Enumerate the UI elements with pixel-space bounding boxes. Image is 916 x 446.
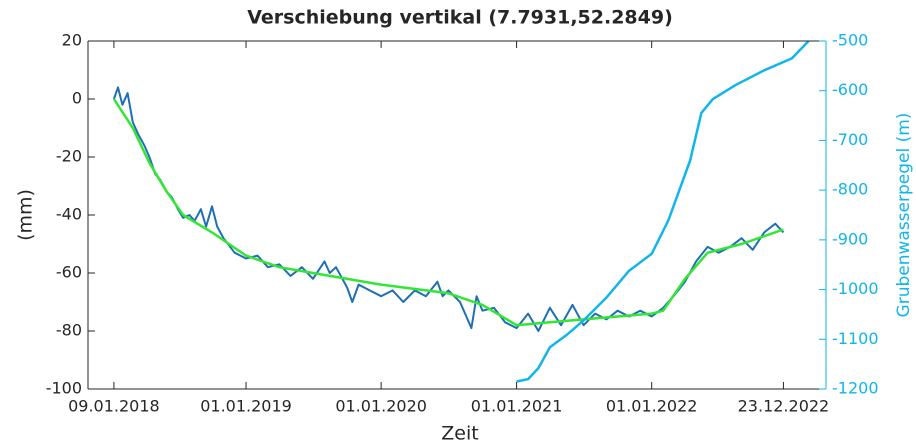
- y-tick-label: -100: [46, 379, 82, 398]
- x-tick-label: 23.12.2022: [738, 397, 830, 416]
- y2-tick-label: -700: [832, 130, 868, 149]
- x-axis-label: Zeit: [441, 423, 478, 445]
- y2-tick-label: -600: [832, 80, 868, 99]
- y2-tick-label: -1100: [832, 329, 879, 348]
- y2-tick-label: -900: [832, 229, 868, 248]
- y2-tick-label: -500: [832, 31, 868, 50]
- line-series: [112, 98, 784, 327]
- chart-title: Verschiebung vertikal (7.7931,52.2849): [247, 7, 673, 29]
- y-tick-label: -20: [56, 147, 82, 166]
- x-tick-label: 09.01.2018: [68, 397, 160, 416]
- y-tick-label: -40: [56, 205, 82, 224]
- y-tick-label: -80: [56, 321, 82, 340]
- x-tick-label: 01.01.2019: [200, 397, 292, 416]
- y2-tick-label: -1000: [832, 279, 879, 298]
- y-tick-label: 0: [72, 89, 82, 108]
- y-tick-label: -60: [56, 263, 82, 282]
- y2-tick-label: -1200: [832, 379, 879, 398]
- x-tick-label: 01.01.2020: [335, 397, 427, 416]
- y-axis-label: (mm): [15, 189, 37, 241]
- line-series: [516, 41, 810, 383]
- y2-axis-label: Grubenwasserpegel (m): [894, 113, 914, 318]
- y2-tick-label: -800: [832, 180, 868, 199]
- y-tick-label: 20: [62, 31, 82, 50]
- x-tick-label: 01.01.2021: [471, 397, 563, 416]
- x-tick-label: 01.01.2022: [606, 397, 698, 416]
